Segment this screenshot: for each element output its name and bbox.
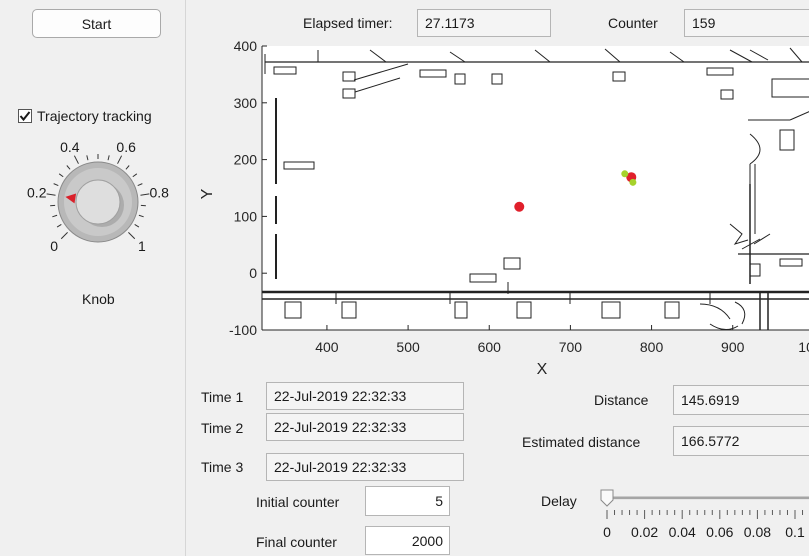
delay-label: Delay <box>541 493 577 509</box>
start-button[interactable]: Start <box>32 9 161 38</box>
knob-tick <box>52 214 58 218</box>
knob-tick-label: 0.2 <box>27 184 47 200</box>
estimated-distance-label: Estimated distance <box>522 434 641 450</box>
knob-tick <box>117 155 123 164</box>
elapsed-timer-label: Elapsed timer: <box>303 15 393 31</box>
delay-tick-label: 0.08 <box>744 524 771 540</box>
knob-tick <box>53 183 59 187</box>
knob-tick <box>66 165 71 170</box>
final-counter-label: Final counter <box>256 534 337 550</box>
counter-field: 159 <box>684 9 809 37</box>
delay-tick-label: 0.1 <box>785 524 805 540</box>
knob-tick <box>58 173 64 178</box>
knob-tick <box>107 155 110 161</box>
time3-field: 22-Jul-2019 22:32:33 <box>266 453 464 481</box>
y-axis-label: Y <box>199 188 216 199</box>
delay-slider-thumb[interactable] <box>600 489 614 507</box>
initial-counter-label: Initial counter <box>256 494 340 510</box>
knob-center[interactable] <box>75 179 121 225</box>
y-tick-label: 200 <box>234 152 258 168</box>
estimated-distance-field: 166.5772 <box>673 426 809 456</box>
panel-divider <box>185 0 186 556</box>
time1-label: Time 1 <box>201 389 244 405</box>
checkbox-check-icon[interactable] <box>18 109 32 123</box>
initial-counter-input[interactable]: 5 <box>365 486 450 516</box>
plot-area[interactable] <box>262 46 809 330</box>
delay-tick-label: 0.02 <box>631 524 658 540</box>
trajectory-point <box>629 178 637 186</box>
time2-field: 22-Jul-2019 22:32:33 <box>266 413 464 441</box>
knob-tick-label: 1 <box>138 238 146 254</box>
knob-tick-label: 0.4 <box>60 139 80 155</box>
knob-tick <box>73 155 79 164</box>
x-tick-label: 700 <box>559 339 583 355</box>
trajectory-tracking-checkbox[interactable]: Trajectory tracking <box>18 108 152 124</box>
trajectory-tracking-label: Trajectory tracking <box>37 108 152 124</box>
trajectory-point <box>514 201 525 212</box>
knob-tick <box>46 193 56 196</box>
y-tick-label: -100 <box>229 322 257 338</box>
delay-tick-label: 0.06 <box>706 524 733 540</box>
knob-tick <box>56 224 62 228</box>
knob-pointer-icon <box>65 193 77 204</box>
floor-plan-background <box>262 47 809 330</box>
knob-tick <box>125 165 130 170</box>
x-axis-label: X <box>537 361 548 378</box>
time2-label: Time 2 <box>201 420 244 436</box>
knob-tick <box>140 193 150 196</box>
x-tick-label: 400 <box>315 339 339 355</box>
knob-tick <box>132 173 138 178</box>
trajectory-point <box>621 170 629 178</box>
x-tick-label: 800 <box>640 339 664 355</box>
distance-label: Distance <box>594 392 649 408</box>
y-tick-label: 300 <box>234 95 258 111</box>
final-counter-input[interactable]: 2000 <box>365 526 450 555</box>
knob-tick <box>60 232 68 240</box>
distance-field: 145.6919 <box>673 385 809 415</box>
counter-label: Counter <box>608 15 658 31</box>
x-tick-label: 900 <box>721 339 745 355</box>
knob-tick <box>138 214 144 218</box>
knob-tick <box>137 183 143 187</box>
knob[interactable]: 0 0.2 0.4 0.6 0.8 1 <box>14 138 184 268</box>
knob-label: Knob <box>82 291 115 307</box>
delay-tick-label: 0 <box>603 524 611 540</box>
y-tick-label: 0 <box>249 265 257 281</box>
knob-tick <box>86 155 89 161</box>
knob-tick-label: 0.6 <box>116 139 136 155</box>
time3-label: Time 3 <box>201 459 244 475</box>
elapsed-timer-field: 27.1173 <box>417 9 551 37</box>
y-tick-label: 100 <box>234 208 258 224</box>
knob-tick-label: 0.8 <box>150 184 170 200</box>
knob-tick-label: 0 <box>50 238 58 254</box>
knob-tick <box>134 224 140 228</box>
y-tick-label: 400 <box>234 38 258 54</box>
x-tick-label: 600 <box>478 339 502 355</box>
knob-tick <box>128 232 136 240</box>
delay-slider[interactable]: 0 0.02 0.04 0.06 0.08 0.1 <box>590 484 809 556</box>
time1-field: 22-Jul-2019 22:32:33 <box>266 382 464 410</box>
delay-tick-label: 0.04 <box>669 524 696 540</box>
x-tick-label: 500 <box>396 339 420 355</box>
